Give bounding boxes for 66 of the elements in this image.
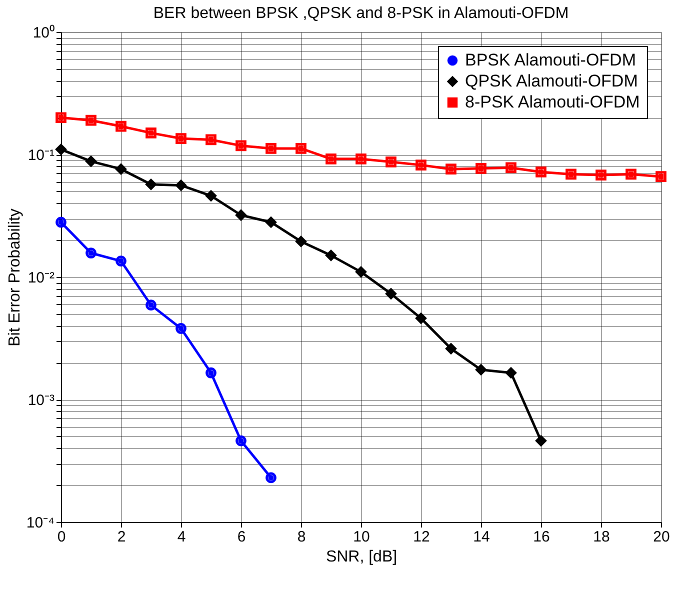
point: [176, 323, 186, 334]
point: [446, 343, 456, 354]
x-tick-label: 6: [237, 528, 246, 546]
chart-title: BER between BPSK ,QPSK and 8-PSK in Alamouti-OFDM: [153, 5, 569, 22]
x-tick-label: 18: [593, 528, 610, 546]
x-tick-label: 20: [653, 528, 670, 546]
point: [356, 266, 366, 278]
point: [266, 143, 276, 154]
point: [656, 171, 666, 182]
point: [86, 248, 96, 258]
point: [206, 367, 216, 378]
x-tick-label: 10: [353, 528, 370, 546]
legend-label: 8-PSK Alamouti-OFDM: [465, 92, 640, 112]
point: [356, 154, 366, 164]
point: [236, 435, 246, 446]
point: [116, 256, 126, 266]
point: [596, 170, 606, 180]
point: [296, 143, 306, 154]
point: [416, 312, 426, 324]
point: [146, 127, 156, 138]
x-tick-label: 0: [57, 528, 66, 546]
point: [206, 190, 216, 202]
point: [266, 216, 276, 228]
point: [56, 112, 66, 124]
y-tick-label: 10⁻²: [28, 270, 54, 286]
x-tick-label: 2: [117, 528, 126, 546]
point: [86, 114, 96, 126]
point: [536, 166, 546, 178]
point: [116, 120, 126, 132]
y-tick-label: 10⁻⁴: [26, 514, 54, 532]
x-tick-label: 16: [533, 528, 550, 546]
point: [416, 160, 426, 170]
point: [626, 168, 636, 180]
y-tick-label: 10⁰: [32, 24, 54, 42]
x-tick-label: 12: [413, 528, 430, 546]
point: [176, 133, 186, 144]
y-tick-label: 10⁻³: [28, 392, 54, 409]
point: [476, 162, 486, 174]
point: [326, 154, 336, 164]
point: [506, 162, 516, 174]
point: [146, 300, 156, 310]
x-tick-label: 14: [473, 528, 490, 546]
point: [236, 210, 246, 221]
legend-label: QPSK Alamouti-OFDM: [465, 72, 638, 90]
point: [506, 367, 516, 378]
point: [86, 156, 96, 167]
point: [476, 364, 486, 376]
point: [326, 250, 336, 261]
point: [536, 435, 546, 446]
point: [566, 168, 576, 180]
point: [296, 236, 306, 247]
point: [116, 164, 126, 175]
point: [56, 144, 66, 155]
legend-label: BPSK Alamouti-OFDM: [465, 50, 636, 70]
point: [446, 164, 456, 175]
x-axis-title: SNR, [dB]: [326, 548, 398, 566]
point: [386, 288, 396, 300]
point: [206, 134, 216, 146]
x-tick-label: 4: [177, 528, 186, 546]
y-axis-title: Bit Error Probability: [6, 208, 24, 346]
point: [176, 180, 186, 191]
point: [236, 140, 246, 152]
y-tick-label: 10⁻¹: [28, 147, 54, 164]
x-tick-label: 8: [297, 528, 306, 546]
point: [386, 156, 396, 168]
point: [146, 178, 156, 190]
